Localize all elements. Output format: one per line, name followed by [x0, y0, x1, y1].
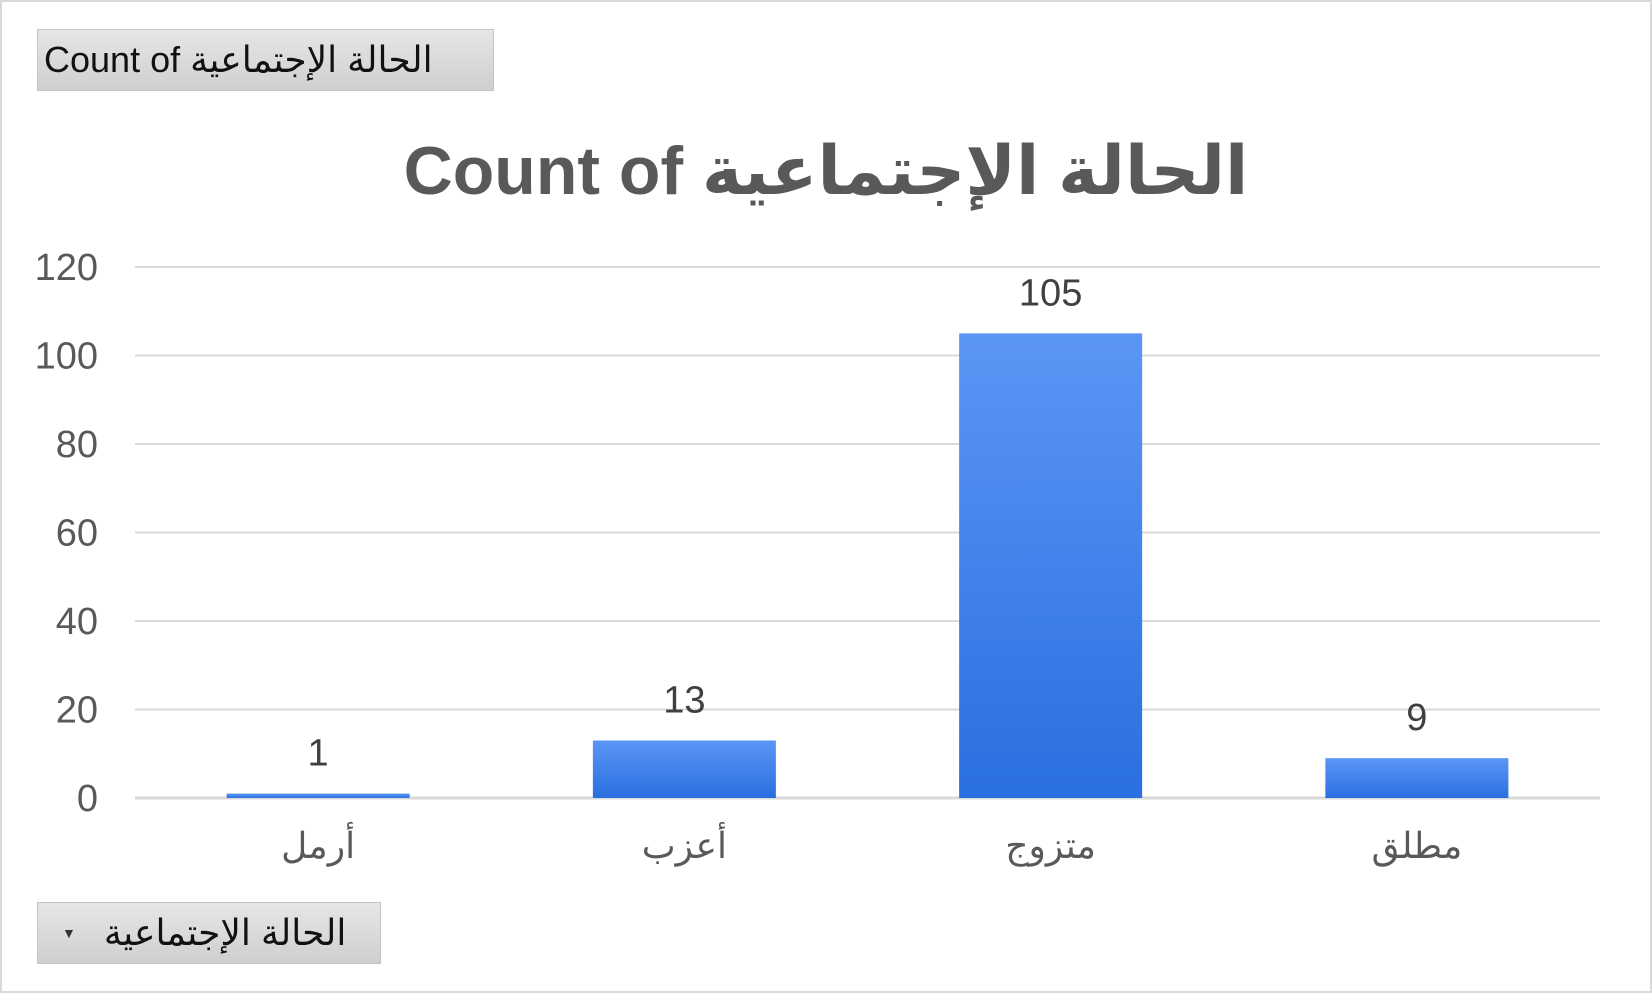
- y-tick-label: 60: [56, 513, 98, 555]
- chart-title: Count of الحالة الإجتماعية: [403, 133, 1249, 209]
- data-label: 105: [1019, 272, 1082, 314]
- y-tick-label: 120: [35, 247, 98, 289]
- bar[interactable]: [959, 333, 1143, 798]
- category-label: متزوج: [1005, 826, 1096, 867]
- y-tick-label: 100: [35, 336, 98, 378]
- axis-field-label: الحالة الإجتماعية: [103, 912, 347, 953]
- data-label: 9: [1406, 697, 1427, 739]
- data-label: 1: [308, 733, 329, 775]
- bar[interactable]: [226, 793, 410, 798]
- bar[interactable]: [1325, 758, 1509, 798]
- value-field-button[interactable]: Count of الحالة الإجتماعية: [37, 29, 494, 91]
- value-field-label: Count of الحالة الإجتماعية: [44, 39, 433, 80]
- category-label: مطلق: [1371, 826, 1462, 867]
- y-tick-label: 40: [56, 601, 98, 643]
- y-tick-label: 80: [56, 424, 98, 466]
- y-tick-label: 20: [56, 690, 98, 732]
- axis-field-button[interactable]: ▼ الحالة الإجتماعية: [37, 902, 381, 964]
- category-label: أرمل: [281, 821, 355, 867]
- bar[interactable]: [592, 740, 776, 798]
- data-label: 13: [663, 679, 705, 721]
- y-tick-label: 0: [77, 778, 98, 820]
- category-label: أعزب: [642, 821, 727, 867]
- dropdown-arrow-icon[interactable]: ▼: [62, 925, 76, 941]
